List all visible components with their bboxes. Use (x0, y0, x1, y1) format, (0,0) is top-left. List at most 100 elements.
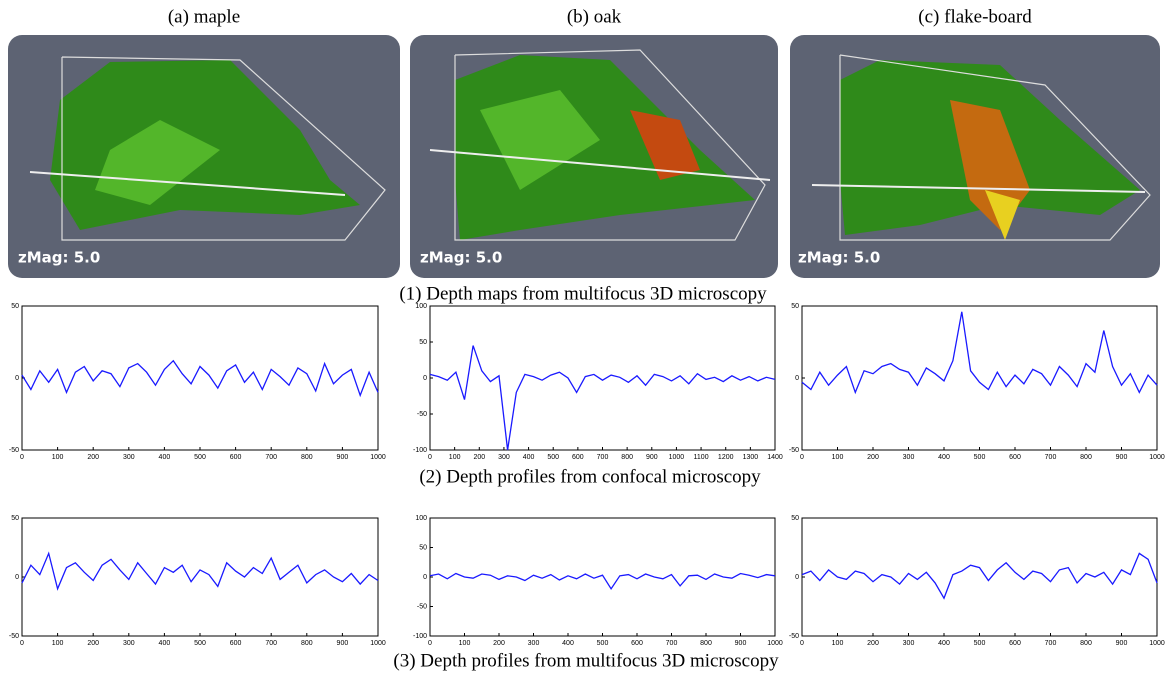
x-tick-label: 800 (621, 454, 633, 461)
x-tick-label: 200 (867, 640, 879, 647)
x-tick-label: 900 (1116, 640, 1128, 647)
x-tick-label: 0 (428, 454, 432, 461)
x-tick-label: 400 (562, 640, 574, 647)
x-tick-label: 800 (1080, 454, 1092, 461)
caption: (3) Depth profiles from multifocus 3D mi… (393, 650, 779, 671)
x-tick-label: 1000 (370, 640, 386, 647)
x-tick-label: 500 (547, 454, 559, 461)
caption: (1) Depth maps from multifocus 3D micros… (399, 283, 767, 304)
y-tick-label: -100 (413, 447, 427, 454)
profile-line (429, 345, 776, 451)
x-tick-label: 0 (20, 454, 24, 461)
profile-line (21, 359, 379, 398)
x-tick-label: 500 (194, 454, 206, 461)
x-tick-label: 600 (1009, 640, 1021, 647)
x-tick-label: 700 (265, 454, 277, 461)
y-tick-label: 0 (423, 375, 427, 382)
x-tick-label: 200 (867, 454, 879, 461)
x-tick-label: 1000 (1149, 454, 1165, 461)
caption: (2) Depth profiles from confocal microsc… (419, 466, 761, 487)
x-tick-label: 600 (1009, 454, 1021, 461)
profile-line (801, 311, 1158, 395)
x-tick-label: 600 (230, 640, 242, 647)
x-tick-label: 800 (1080, 640, 1092, 647)
x-tick-label: 400 (938, 454, 950, 461)
panel-title: (b) oak (567, 6, 622, 27)
plot-area (429, 517, 776, 637)
x-tick-label: 0 (428, 640, 432, 647)
plot-area (21, 517, 379, 637)
y-tick-label: 0 (795, 574, 799, 581)
panel-title: (a) maple (168, 6, 240, 27)
plot-area (429, 305, 776, 451)
x-tick-label: 600 (572, 454, 584, 461)
y-tick-label: 50 (419, 339, 427, 346)
x-tick-label: 200 (87, 454, 99, 461)
x-tick-label: 100 (459, 640, 471, 647)
x-tick-label: 1000 (767, 640, 783, 647)
y-tick-label: -100 (413, 633, 427, 640)
y-tick-label: 0 (15, 375, 19, 382)
x-tick-label: 800 (301, 640, 313, 647)
x-tick-label: 300 (903, 640, 915, 647)
x-tick-label: 300 (528, 640, 540, 647)
x-tick-label: 500 (597, 640, 609, 647)
x-tick-label: 200 (493, 640, 505, 647)
x-tick-label: 100 (832, 640, 844, 647)
x-tick-label: 100 (449, 454, 461, 461)
y-tick-label: 50 (791, 303, 799, 310)
x-tick-label: 900 (337, 454, 349, 461)
y-tick-label: 100 (415, 303, 427, 310)
y-tick-label: 0 (423, 574, 427, 581)
y-tick-label: -50 (789, 633, 799, 640)
x-tick-label: 1200 (718, 454, 734, 461)
depth-map: zMag: 5.0 (8, 35, 400, 278)
x-tick-label: 600 (230, 454, 242, 461)
panel-title: (c) flake-board (918, 6, 1032, 27)
y-tick-label: -50 (9, 447, 19, 454)
x-tick-label: 700 (265, 640, 277, 647)
x-tick-label: 900 (337, 640, 349, 647)
y-tick-label: -50 (9, 633, 19, 640)
x-tick-label: 300 (498, 454, 510, 461)
x-tick-label: 500 (194, 640, 206, 647)
profile-line (21, 551, 379, 591)
x-tick-label: 900 (1116, 454, 1128, 461)
x-tick-label: 1000 (669, 454, 685, 461)
x-tick-label: 600 (631, 640, 643, 647)
x-tick-label: 1400 (767, 454, 783, 461)
x-tick-label: 100 (832, 454, 844, 461)
x-tick-label: 100 (52, 454, 64, 461)
x-tick-label: 400 (938, 640, 950, 647)
x-tick-label: 300 (123, 454, 135, 461)
x-tick-label: 1300 (743, 454, 759, 461)
depth-map: zMag: 5.0 (790, 35, 1160, 278)
x-tick-label: 900 (735, 640, 747, 647)
y-tick-label: -50 (789, 447, 799, 454)
x-tick-label: 500 (974, 640, 986, 647)
x-tick-label: 800 (301, 454, 313, 461)
y-tick-label: 0 (15, 574, 19, 581)
x-tick-label: 900 (646, 454, 658, 461)
y-tick-label: 50 (11, 515, 19, 522)
y-tick-label: 0 (795, 375, 799, 382)
x-tick-label: 300 (123, 640, 135, 647)
y-tick-label: 100 (415, 515, 427, 522)
profile-line (429, 572, 776, 590)
x-tick-label: 700 (666, 640, 678, 647)
depth-map: zMag: 5.0 (410, 35, 778, 278)
profile-line (801, 552, 1158, 600)
x-tick-label: 400 (159, 454, 171, 461)
x-tick-label: 500 (974, 454, 986, 461)
y-tick-label: -50 (417, 603, 427, 610)
zmag-label: zMag: 5.0 (798, 249, 880, 267)
y-tick-label: 50 (11, 303, 19, 310)
x-tick-label: 0 (800, 640, 804, 647)
x-tick-label: 0 (20, 640, 24, 647)
x-tick-label: 200 (87, 640, 99, 647)
plot-area (21, 305, 379, 451)
x-tick-label: 400 (159, 640, 171, 647)
x-tick-label: 100 (52, 640, 64, 647)
